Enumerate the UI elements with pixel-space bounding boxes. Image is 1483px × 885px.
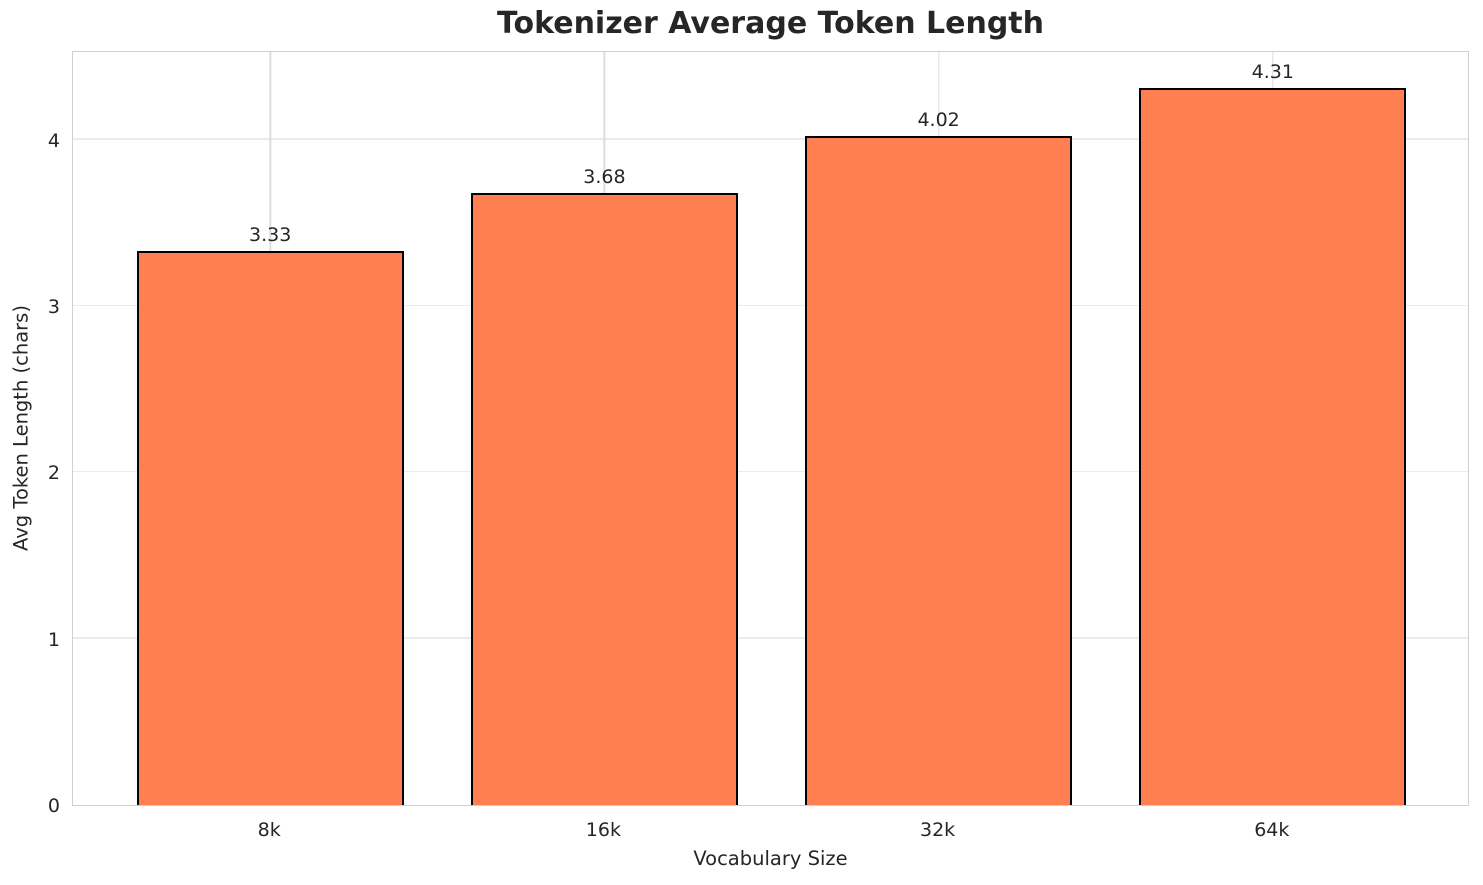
- bar: [136, 251, 404, 805]
- plot-area: 3.33 3.68 4.02 4.31: [72, 51, 1469, 806]
- bar-value-label: 4.31: [1251, 61, 1294, 84]
- bar: [470, 193, 739, 805]
- bar: [1139, 88, 1407, 805]
- bar-value-label: 3.68: [583, 166, 626, 189]
- y-tick-label: 0: [47, 795, 60, 817]
- y-tick-label: 4: [47, 129, 60, 152]
- y-tick-label: 2: [47, 462, 60, 485]
- chart-title: Tokenizer Average Token Length: [496, 6, 1044, 41]
- x-tick-label: 32k: [920, 819, 956, 841]
- bar: [804, 136, 1073, 805]
- y-axis-label: Avg Token Length (chars): [9, 305, 33, 551]
- bar-value-label: 4.02: [917, 109, 960, 132]
- h-gridline: [73, 637, 1468, 639]
- x-tick-label: 64k: [1254, 819, 1290, 841]
- h-gridline: [73, 304, 1468, 307]
- x-tick-label: 8k: [257, 819, 281, 841]
- bar-value-label: 3.33: [249, 224, 292, 247]
- h-gridline: [73, 471, 1468, 473]
- x-tick-label: 16k: [585, 819, 621, 841]
- h-gridline: [73, 138, 1468, 140]
- x-axis-label: Vocabulary Size: [693, 847, 848, 870]
- y-tick-label: 1: [47, 628, 60, 651]
- y-tick-label: 3: [47, 296, 60, 319]
